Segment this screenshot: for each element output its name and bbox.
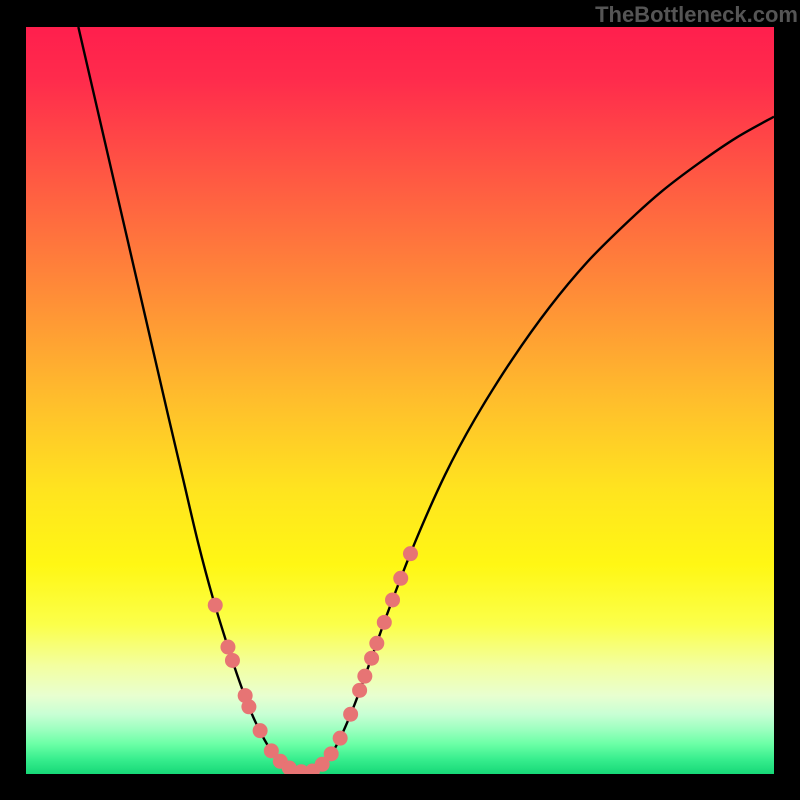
marker-point bbox=[253, 723, 268, 738]
marker-point bbox=[208, 598, 223, 613]
marker-point bbox=[333, 731, 348, 746]
marker-point bbox=[393, 571, 408, 586]
curve-markers bbox=[208, 546, 418, 774]
marker-point bbox=[241, 699, 256, 714]
marker-point bbox=[225, 653, 240, 668]
marker-point bbox=[324, 746, 339, 761]
chart-stage: TheBottleneck.com bbox=[0, 0, 800, 800]
marker-point bbox=[403, 546, 418, 561]
marker-point bbox=[364, 651, 379, 666]
curve-layer bbox=[26, 27, 774, 774]
marker-point bbox=[343, 707, 358, 722]
plot-area bbox=[26, 27, 774, 774]
marker-point bbox=[220, 640, 235, 655]
marker-point bbox=[377, 615, 392, 630]
bottleneck-curve bbox=[78, 27, 774, 773]
marker-point bbox=[369, 636, 384, 651]
marker-point bbox=[385, 592, 400, 607]
watermark-text: TheBottleneck.com bbox=[595, 2, 798, 28]
marker-point bbox=[352, 683, 367, 698]
marker-point bbox=[357, 669, 372, 684]
